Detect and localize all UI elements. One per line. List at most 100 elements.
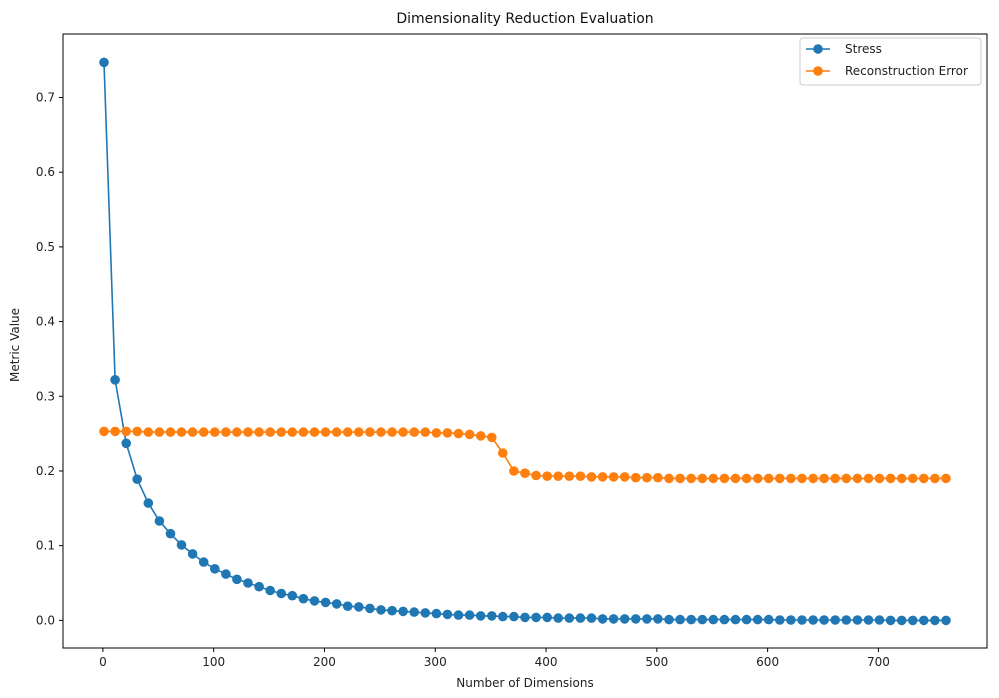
data-point — [642, 614, 652, 624]
data-point — [763, 614, 774, 625]
data-point — [342, 427, 353, 437]
data-point — [154, 427, 165, 437]
data-point — [553, 471, 563, 482]
data-point — [930, 473, 940, 484]
data-point — [686, 473, 696, 484]
data-point — [398, 606, 408, 617]
data-point — [520, 468, 530, 479]
data-point — [597, 472, 608, 482]
data-point — [586, 613, 597, 623]
y-tick-label: 0.4 — [36, 315, 55, 329]
y-axis-ticks: 0.0 0.1 0.2 0.3 0.4 0.5 0.6 0.7 — [36, 90, 63, 627]
data-point — [487, 432, 497, 443]
x-tick-label: 300 — [424, 655, 447, 669]
series-stress — [99, 57, 951, 626]
data-point — [719, 473, 730, 484]
data-point — [453, 610, 464, 620]
data-point — [198, 427, 209, 437]
data-point — [675, 614, 685, 625]
data-point — [221, 569, 231, 579]
data-point — [420, 427, 431, 437]
x-tick-label: 500 — [645, 655, 668, 669]
data-point — [431, 608, 442, 619]
data-point — [309, 596, 320, 606]
x-tick-label: 0 — [99, 655, 107, 669]
data-point — [619, 472, 630, 482]
data-point — [531, 612, 541, 623]
data-point — [908, 615, 918, 626]
data-point — [221, 427, 231, 437]
data-point — [409, 427, 420, 437]
y-tick-label: 0.0 — [36, 613, 55, 627]
data-point — [442, 609, 453, 620]
data-point — [320, 427, 331, 437]
x-axis-label: Number of Dimensions — [456, 676, 593, 690]
data-point — [287, 590, 298, 601]
data-point — [276, 588, 287, 599]
data-point — [730, 614, 741, 625]
y-tick-label: 0.6 — [36, 165, 55, 179]
data-point — [586, 472, 597, 482]
data-point — [752, 614, 763, 625]
data-point — [342, 601, 353, 611]
data-point — [608, 614, 619, 624]
data-point — [608, 472, 619, 482]
data-point — [176, 427, 187, 437]
data-point — [697, 473, 708, 484]
data-point — [719, 614, 730, 625]
data-point — [763, 473, 774, 484]
data-point — [797, 473, 807, 484]
x-tick-label: 200 — [313, 655, 336, 669]
data-point — [387, 605, 397, 616]
data-point — [542, 471, 552, 482]
data-point — [664, 614, 674, 625]
data-point — [863, 615, 874, 625]
data-point — [531, 470, 541, 481]
data-point — [553, 613, 563, 623]
plot-area — [62, 33, 988, 649]
data-point — [475, 431, 486, 441]
data-point — [741, 473, 752, 484]
data-point — [642, 472, 652, 483]
data-point — [874, 615, 885, 625]
data-point — [542, 612, 552, 623]
y-tick-label: 0.3 — [36, 389, 55, 403]
data-point — [254, 427, 264, 437]
data-point — [143, 427, 154, 437]
data-point — [354, 427, 364, 437]
data-point — [686, 614, 696, 625]
data-point — [442, 428, 453, 438]
data-point — [287, 427, 298, 437]
data-point — [265, 585, 276, 596]
y-axis-label: Metric Value — [8, 308, 22, 382]
data-point — [376, 605, 386, 615]
data-point — [741, 614, 752, 625]
legend: Stress Reconstruction Error — [799, 37, 982, 86]
data-point — [830, 615, 840, 625]
legend-marker — [813, 44, 823, 54]
data-point — [874, 473, 885, 484]
data-point — [298, 593, 309, 604]
legend-item: Reconstruction Error — [806, 64, 968, 78]
legend-label: Reconstruction Error — [845, 64, 968, 78]
legend-label: Stress — [845, 42, 882, 56]
data-point — [210, 564, 220, 574]
data-point — [819, 473, 829, 484]
data-point — [830, 473, 840, 484]
data-point — [941, 615, 951, 626]
data-point — [564, 613, 575, 623]
data-point — [653, 472, 663, 483]
y-tick-label: 0.5 — [36, 240, 55, 254]
legend-box — [799, 37, 982, 86]
x-tick-label: 400 — [535, 655, 558, 669]
data-point — [121, 426, 131, 437]
data-point — [675, 473, 685, 484]
data-point — [354, 602, 364, 612]
series-line — [103, 62, 946, 622]
x-tick-label: 600 — [756, 655, 779, 669]
data-point — [619, 614, 630, 624]
data-point — [808, 473, 818, 484]
data-point — [885, 473, 896, 484]
data-point — [509, 466, 519, 476]
data-point — [908, 473, 918, 484]
